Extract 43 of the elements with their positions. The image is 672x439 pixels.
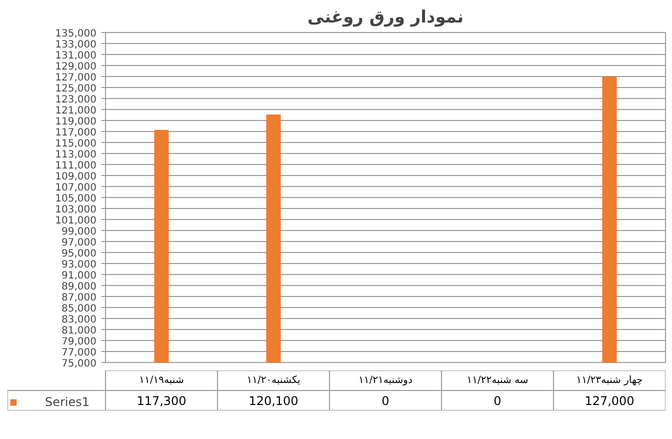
y-tick-label: 81,000 [62,326,97,336]
y-tick-label: 75,000 [62,358,97,370]
y-tick-label: 105,000 [55,194,97,204]
chart-title: نمودار ورق روغنی [307,8,464,28]
y-tick-label: 121,000 [55,106,97,116]
x-tick-label: سه شنبه۱۱/۲۲ [466,375,528,386]
y-tick-label: 85,000 [62,304,97,314]
y-tick-label: 109,000 [55,172,97,182]
y-tick-label: 93,000 [62,260,97,270]
y-tick-label: 119,000 [55,116,97,128]
x-tick-label: چهار شنبه۱۱/۲۳ [576,375,643,386]
y-tick-label: 97,000 [62,238,97,248]
y-tick-label: 79,000 [62,336,97,348]
text: 0 [494,394,502,408]
data-label: 120,100 [248,394,298,408]
y-tick-label: 113,000 [55,150,97,160]
x-tick-label: دوشنبه۱۱/۲۱ [358,375,412,386]
y-tick-label: 83,000 [62,314,97,326]
y-tick-label: 125,000 [55,84,97,94]
y-tick-label: 89,000 [62,282,97,292]
y-tick-label: 111,000 [55,160,97,172]
text: 0 [382,394,390,408]
x-tick-label: شنبه۱۱/۱۹ [139,375,184,386]
y-tick-label: 87,000 [62,292,97,304]
y-tick-label: 95,000 [62,248,97,260]
y-tick-label: 101,000 [55,216,97,226]
y-tick-label: 131,000 [55,50,97,62]
data-label: 117,300 [136,394,186,408]
y-tick-label: 115,000 [55,138,97,150]
y-tick-label: 129,000 [55,62,97,72]
y-tick-label: 103,000 [55,204,97,216]
y-tick-label: 91,000 [62,270,97,282]
y-tick-label: 117,000 [55,128,97,138]
legend-label: Series1 [45,395,90,409]
y-tick-label: 127,000 [55,72,97,84]
y-tick-label: 135,000 [55,28,97,40]
y-tick-label: 133,000 [55,40,97,50]
y-tick-label: 99,000 [62,226,97,238]
y-tick-label: 77,000 [62,348,97,358]
y-tick-label: 107,000 [55,182,97,194]
y-tick-label: 123,000 [55,94,97,106]
data-label: 127,000 [584,394,634,408]
x-tick-label: یکشنبه۱۱/۲۰ [246,375,300,386]
